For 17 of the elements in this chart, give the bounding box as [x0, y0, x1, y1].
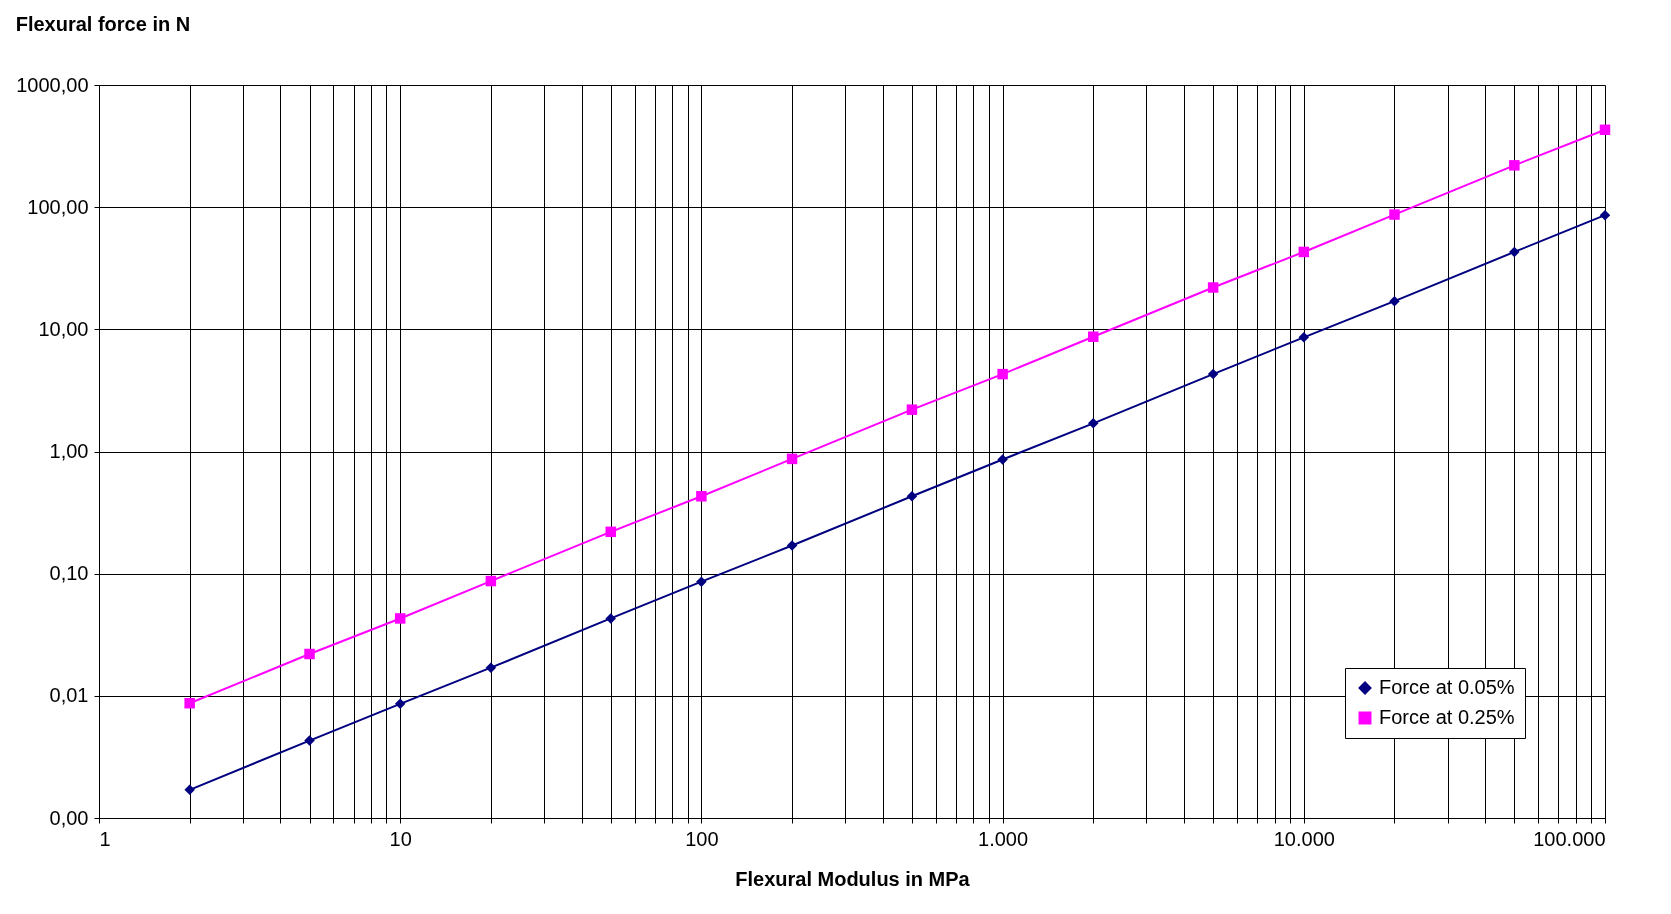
x-tick-label: 10.000 — [1273, 827, 1335, 850]
x-tick-label: 1.000 — [978, 827, 1029, 850]
y-tick-label: 1,00 — [49, 440, 89, 462]
x-tick-label: 100.000 — [1533, 827, 1606, 850]
x-axis-title: Flexural Modulus in MPa — [735, 867, 971, 890]
x-tick-label: 100 — [685, 827, 719, 850]
chart-title: Flexural force in N — [15, 13, 191, 35]
y-tick-label: 0,01 — [49, 684, 89, 707]
x-tick-label: 1 — [99, 827, 111, 850]
y-tick-label: 0,10 — [49, 562, 89, 585]
y-tick-label: 0,00 — [49, 806, 89, 829]
legend-label: Force at 0.05% — [1379, 676, 1515, 698]
y-tick-label: 1000,00 — [16, 73, 89, 96]
y-tick-label: 10,00 — [38, 317, 89, 340]
legend-label: Force at 0.25% — [1379, 706, 1515, 728]
x-tick-label: 10 — [389, 827, 412, 850]
y-tick-label: 100,00 — [27, 195, 89, 218]
